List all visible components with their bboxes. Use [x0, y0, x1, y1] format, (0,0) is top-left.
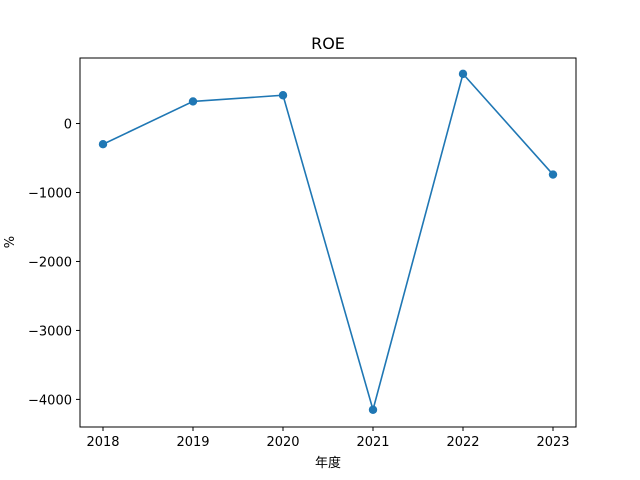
chart-title: ROE	[311, 34, 345, 53]
data-point	[188, 97, 198, 106]
x-tick-label: 2018	[86, 435, 119, 450]
data-point	[368, 405, 378, 414]
y-axis-label: %	[3, 236, 18, 248]
y-tick-label: 0	[64, 118, 72, 133]
data-point	[98, 140, 108, 149]
x-axis-label: 年度	[315, 455, 341, 471]
y-tick-label: −3000	[28, 324, 72, 339]
data-point	[278, 91, 288, 100]
plot-frame	[79, 57, 577, 428]
y-tick-label: −1000	[28, 186, 72, 201]
x-tick-label: 2023	[536, 435, 569, 450]
y-tick-label: −4000	[28, 393, 72, 408]
x-tick-label: 2019	[176, 435, 209, 450]
x-tick-label: 2022	[446, 435, 479, 450]
y-axis: 0 −1000 −2000 −3000 −4000	[28, 118, 80, 408]
x-axis: 2018 2019 2020 2021 2022 2023	[86, 427, 570, 450]
series-roe	[98, 69, 558, 414]
y-tick-label: −2000	[28, 255, 72, 270]
data-point	[458, 69, 468, 79]
data-point	[548, 170, 558, 179]
series-line	[102, 72, 554, 413]
x-tick-label: 2020	[266, 435, 299, 450]
x-tick-label: 2021	[356, 435, 389, 450]
